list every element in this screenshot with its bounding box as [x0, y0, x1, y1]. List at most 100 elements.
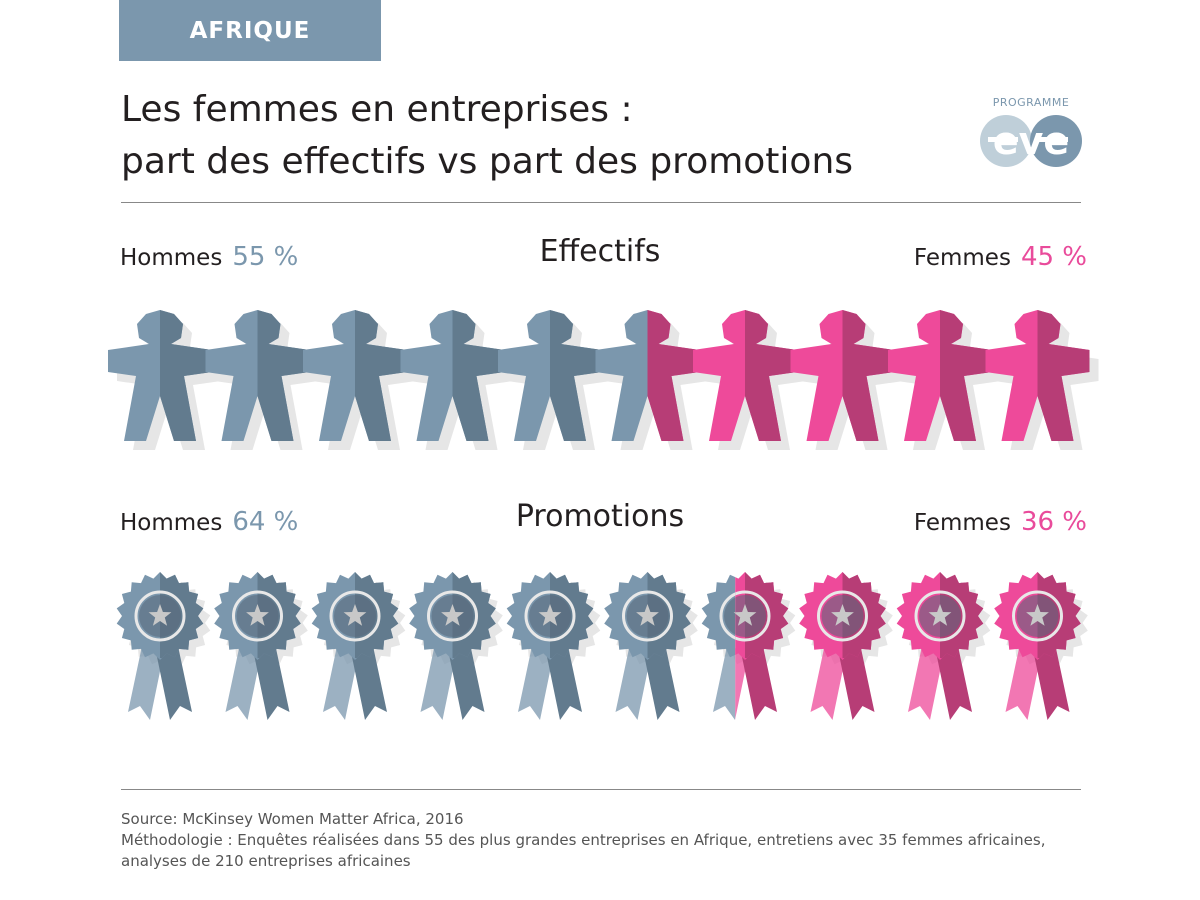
figure-dark-half — [550, 310, 602, 441]
promotions-women-medals — [735, 572, 1088, 720]
rosette-ring — [329, 590, 381, 642]
ribbon-left — [323, 646, 359, 720]
award-ribbon-icon — [735, 572, 796, 720]
ribbon-left — [810, 646, 847, 720]
title-line-1: Les femmes en entreprises : — [121, 89, 633, 130]
person-figure-icon — [595, 310, 648, 441]
award-ribbon-icon — [701, 574, 736, 720]
ribbon-right — [936, 646, 972, 720]
rosette-ring — [524, 590, 576, 642]
person-figure-icon — [400, 310, 505, 441]
award-ribbon-icon — [994, 572, 1088, 720]
ribbon-left — [713, 646, 736, 720]
star-icon — [441, 604, 464, 626]
award-ribbon-icon — [311, 572, 406, 720]
person-figure-icon — [985, 310, 1090, 441]
ribbon-left — [908, 646, 944, 720]
top-divider — [121, 202, 1081, 203]
star-icon — [636, 604, 659, 626]
bottom-divider — [121, 789, 1081, 790]
effectifs-men-name: Hommes — [120, 245, 223, 271]
effectifs-women-label: Femmes 45 % — [914, 242, 1087, 272]
region-tag: AFRIQUE — [119, 0, 381, 61]
rosette-center — [724, 597, 736, 635]
person-figure-icon — [498, 310, 602, 441]
logo-wordmark: eve — [993, 119, 1069, 163]
promotions-men-name: Hommes — [120, 510, 223, 536]
figure-light-half — [595, 310, 648, 441]
figure-dark-half — [160, 310, 212, 441]
ribbon-left — [1005, 646, 1042, 720]
star-icon — [246, 604, 269, 626]
promotions-men-percent: 64 % — [232, 507, 299, 537]
ribbon-right — [253, 646, 290, 720]
award-ribbon-icon — [506, 572, 601, 720]
star-icon — [148, 604, 172, 626]
ribbon-left — [615, 646, 652, 720]
eve-wordmark-icon: eve — [980, 115, 1082, 167]
title-line-2: part des effectifs vs part des promotion… — [121, 141, 854, 182]
rosette-ring — [719, 592, 736, 640]
figure-dark-half — [257, 310, 310, 441]
star-icon — [928, 604, 952, 626]
rosette-ring — [1012, 590, 1063, 642]
figure-dark-half — [355, 310, 407, 441]
award-ribbon-icon — [604, 572, 698, 720]
ribbon-right — [741, 646, 777, 720]
person-figure-icon — [888, 310, 992, 441]
star-icon — [831, 604, 854, 626]
promotions-women-name: Femmes — [913, 510, 1011, 536]
effectifs-women-percent: 45 % — [1020, 242, 1087, 272]
ribbon-right — [448, 646, 485, 720]
star-icon — [735, 604, 757, 626]
rosette-ring — [817, 590, 868, 642]
figure-dark-half — [1037, 310, 1090, 441]
ribbon-right — [351, 646, 387, 720]
person-figure-icon — [108, 310, 212, 441]
ribbon-left — [518, 646, 554, 720]
award-ribbon-icon — [116, 572, 211, 720]
rosette-ring — [735, 590, 771, 642]
ribbon-right — [1033, 646, 1070, 720]
ribbon-right — [838, 646, 875, 720]
effectifs-women-figures — [647, 310, 1099, 450]
person-figure-icon — [205, 310, 310, 441]
promotions-women-label: Femmes 36 % — [914, 507, 1087, 537]
ribbon-left — [128, 646, 164, 720]
ribbon-left — [225, 646, 262, 720]
footnote: Source: McKinsey Women Matter Africa, 20… — [121, 809, 1081, 872]
effectifs-men-label: Hommes 55 % — [120, 242, 298, 272]
rosette — [701, 574, 736, 658]
effectifs-pictogram — [108, 310, 1099, 450]
rosette-ring — [232, 590, 283, 642]
source-note: Source: McKinsey Women Matter Africa, 20… — [121, 810, 464, 828]
figure-dark-half — [940, 310, 992, 441]
promotions-title: Promotions — [515, 499, 685, 534]
ribbon-right — [643, 646, 680, 720]
promotions-women-percent: 36 % — [1020, 507, 1087, 537]
person-figure-icon — [790, 310, 895, 441]
ribbon-left — [420, 646, 457, 720]
rosette-ring — [427, 590, 478, 642]
rosette-ring — [914, 590, 966, 642]
person-figure-icon — [647, 310, 700, 441]
star-icon — [1026, 604, 1049, 626]
effectifs-women-name: Femmes — [913, 245, 1011, 271]
figure-dark-half — [842, 310, 895, 441]
award-ribbon-icon — [896, 572, 991, 720]
page-title: Les femmes en entreprises : part des eff… — [121, 84, 853, 188]
effectifs-men-figures — [108, 310, 648, 450]
person-figure-icon — [693, 310, 797, 441]
star-icon — [343, 604, 367, 626]
promotions-men-label: Hommes 64 % — [120, 507, 298, 537]
star-icon — [538, 604, 562, 626]
effectifs-men-percent: 55 % — [232, 242, 299, 272]
promotions-pictogram — [116, 572, 1088, 720]
rosette-ring — [622, 590, 673, 642]
figure-dark-half — [745, 310, 797, 441]
promotions-men-medals — [116, 572, 736, 720]
rosette-ring — [134, 590, 186, 642]
ribbon-right — [546, 646, 582, 720]
figure-dark-half — [452, 310, 505, 441]
award-ribbon-icon — [214, 572, 308, 720]
